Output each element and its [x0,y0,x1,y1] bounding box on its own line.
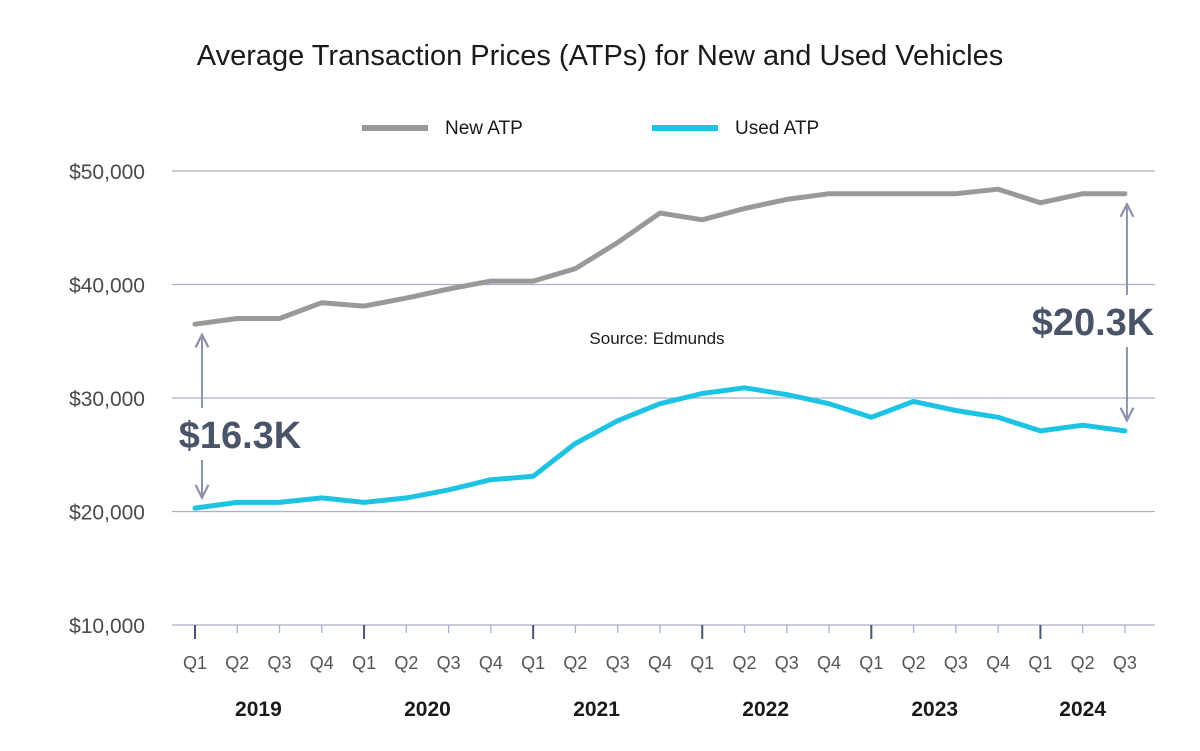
x-tick-label: Q3 [775,653,799,673]
year-label: 2022 [742,698,789,721]
x-tick-label: Q4 [310,653,334,673]
y-tick-label: $10,000 [69,615,145,638]
year-label: 2023 [911,698,958,721]
y-tick-label: $50,000 [69,161,145,184]
legend: New ATP Used ATP [362,118,819,139]
x-tick-label: Q4 [479,653,503,673]
gap-label: $16.3K [179,415,302,457]
x-tick-label: Q4 [986,653,1010,673]
x-tick-label: Q1 [1028,653,1052,673]
y-axis-ticks: $10,000 $20,000 $30,000 $40,000 $50,000 [69,161,145,638]
y-tick-label: $30,000 [69,388,145,411]
series-line [192,186,1128,327]
x-tick-label: Q2 [1071,653,1095,673]
x-tick-label: Q1 [183,653,207,673]
x-tick-label: Q1 [690,653,714,673]
x-tick-label: Q2 [225,653,249,673]
legend-label: New ATP [445,118,523,139]
source-note: Source: Edmunds [589,329,724,348]
series-line [192,385,1128,511]
x-tick-label: Q3 [944,653,968,673]
x-tick-label: Q3 [1113,653,1137,673]
year-label: 2024 [1059,698,1106,721]
gap-label: $20.3K [1032,302,1155,344]
x-tick-label: Q1 [352,653,376,673]
x-tick-label: Q3 [268,653,292,673]
year-label: 2019 [235,698,282,721]
x-tick-label: Q4 [648,653,672,673]
x-tick-label: Q3 [606,653,630,673]
x-tick-label: Q2 [733,653,757,673]
x-tick-label: Q2 [394,653,418,673]
x-tick-label: Q2 [563,653,587,673]
chart-title: Average Transaction Prices (ATPs) for Ne… [196,40,1004,72]
gap-annotations: $16.3K $20.3K [179,206,1155,496]
y-tick-label: $40,000 [69,275,145,298]
x-tick-label: Q2 [902,653,926,673]
y-tick-label: $20,000 [69,502,145,525]
series-lines [192,186,1128,511]
x-tick-label: Q3 [437,653,461,673]
x-tick-label: Q1 [521,653,545,673]
x-axis: Q1 Q2 Q3 Q4 2019 Q1 Q2 Q3 Q4 2020 Q1 Q2 Q3 Q4 2021 Q1 Q2… [183,625,1137,721]
x-tick-label: Q1 [859,653,883,673]
gridlines [172,170,1155,626]
legend-label: Used ATP [735,118,819,139]
year-label: 2020 [404,698,451,721]
x-tick-label: Q4 [817,653,841,673]
year-label: 2021 [573,698,620,721]
